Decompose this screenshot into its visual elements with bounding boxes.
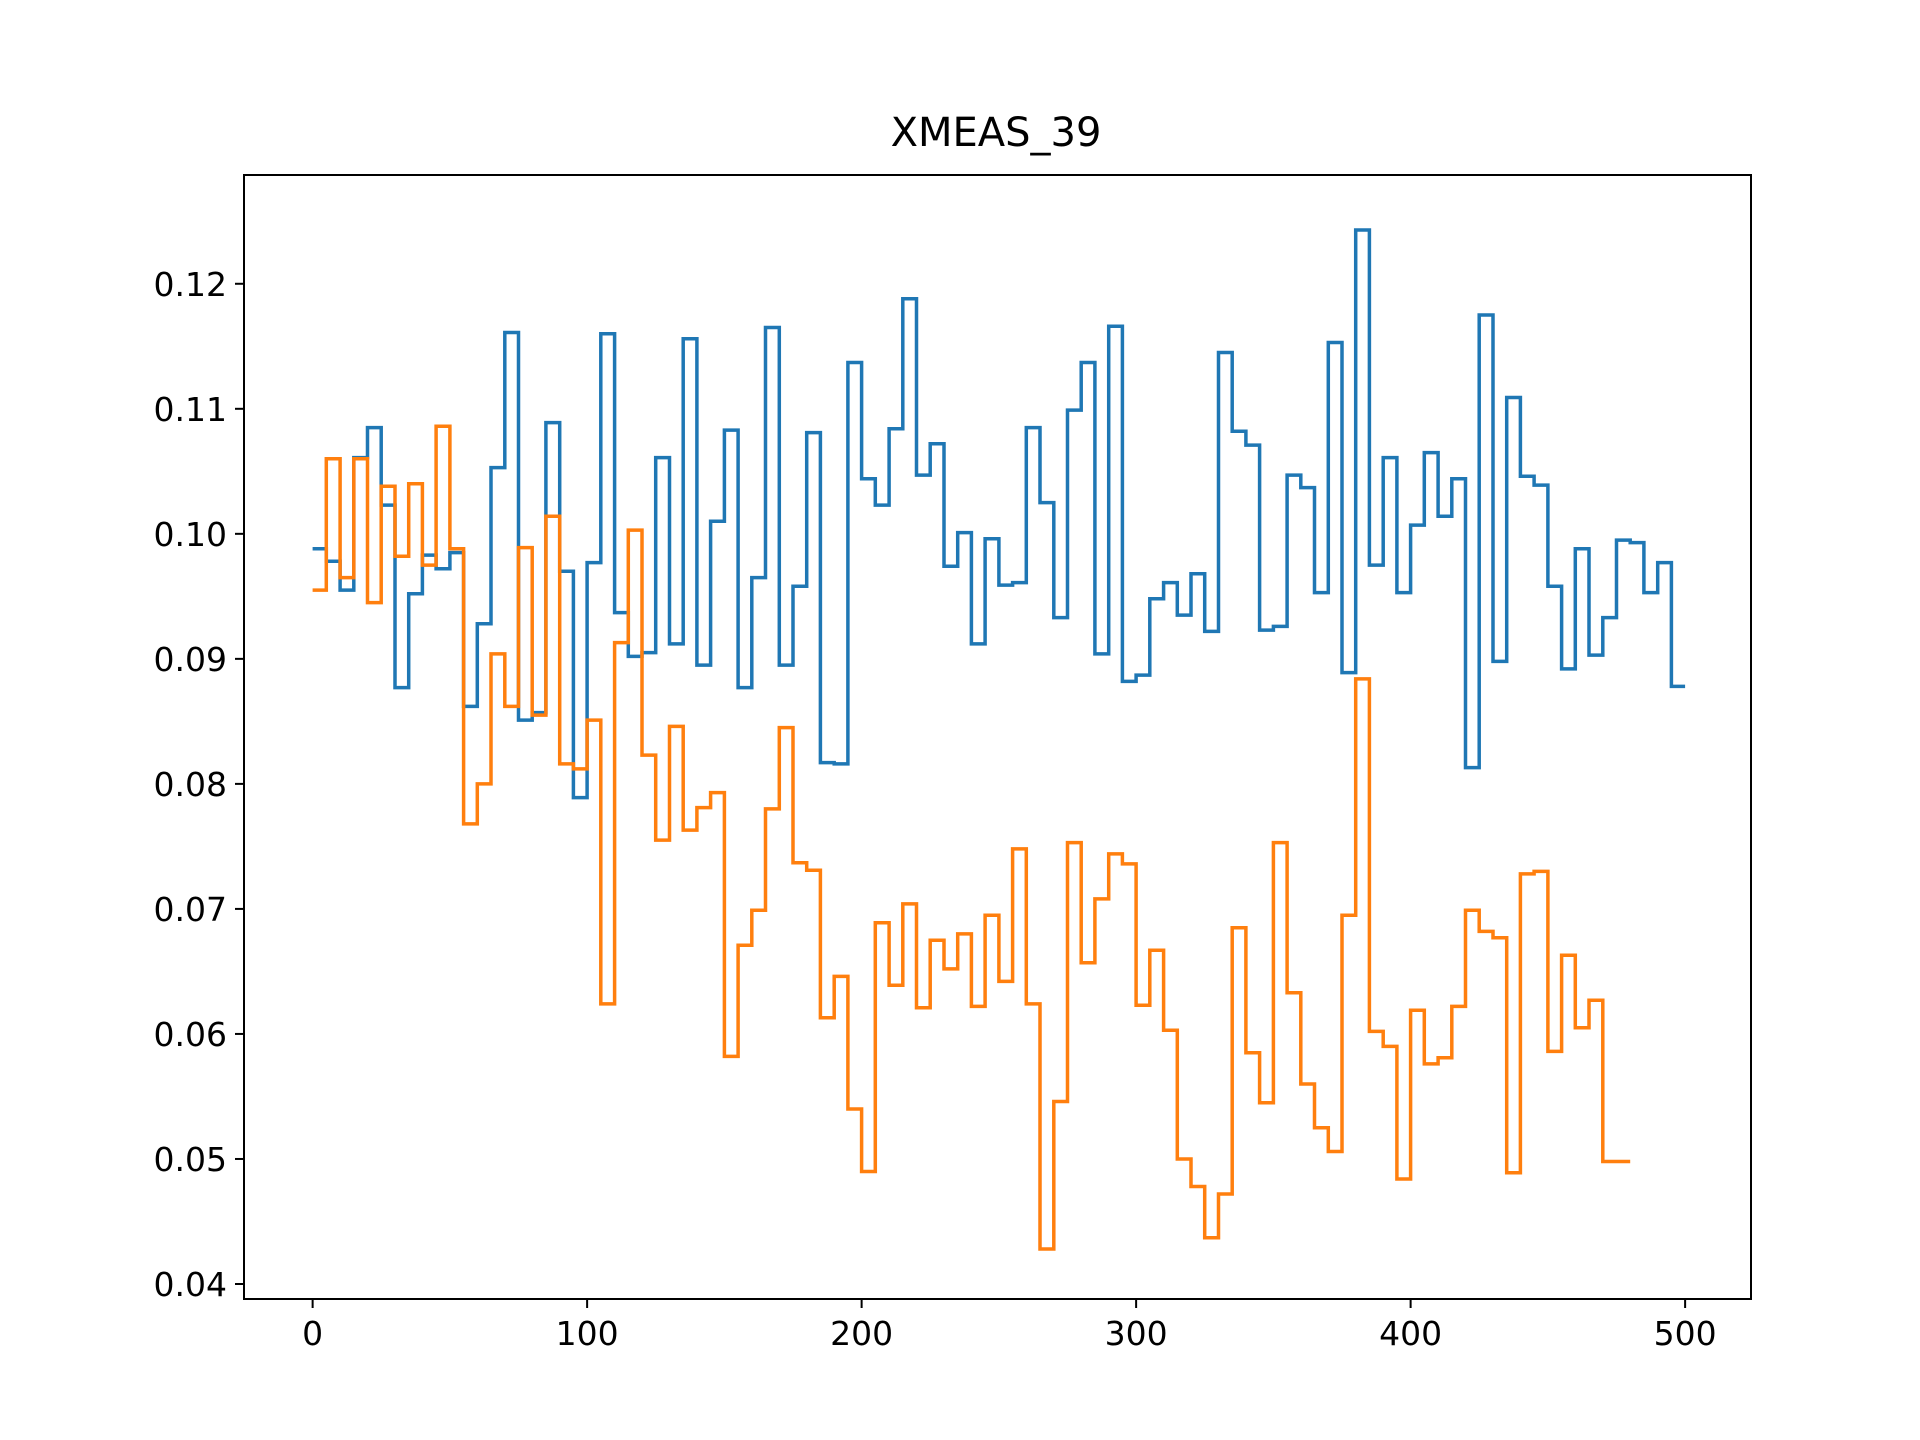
series-layer bbox=[312, 228, 1686, 1251]
x-axis: 0 100 200 300 400 500 bbox=[302, 1299, 1717, 1353]
plot-area-frame bbox=[243, 174, 1752, 1300]
x-tick-label: 300 bbox=[1105, 1314, 1168, 1353]
x-tick-label: 100 bbox=[556, 1314, 619, 1353]
series-2-line bbox=[312, 424, 1631, 1251]
y-tick-label: 0.07 bbox=[154, 890, 227, 929]
x-tick-label: 400 bbox=[1379, 1314, 1442, 1353]
y-tick-label: 0.12 bbox=[154, 265, 227, 304]
x-tick-label: 500 bbox=[1654, 1314, 1717, 1353]
y-tick-label: 0.08 bbox=[154, 765, 227, 804]
y-tick-label: 0.04 bbox=[154, 1265, 227, 1304]
y-tick-label: 0.06 bbox=[154, 1015, 227, 1054]
y-tick-label: 0.10 bbox=[154, 515, 227, 554]
x-tick-label: 0 bbox=[302, 1314, 323, 1353]
y-tick-label: 0.05 bbox=[154, 1140, 227, 1179]
x-tick-label: 200 bbox=[830, 1314, 893, 1353]
y-axis: 0.04 0.05 0.06 0.07 0.08 0.09 0.10 0.11 0.12 bbox=[154, 265, 244, 1304]
y-tick-label: 0.11 bbox=[154, 390, 227, 429]
chart-title: XMEAS_39 bbox=[891, 110, 1102, 156]
y-tick-label: 0.09 bbox=[154, 640, 227, 679]
